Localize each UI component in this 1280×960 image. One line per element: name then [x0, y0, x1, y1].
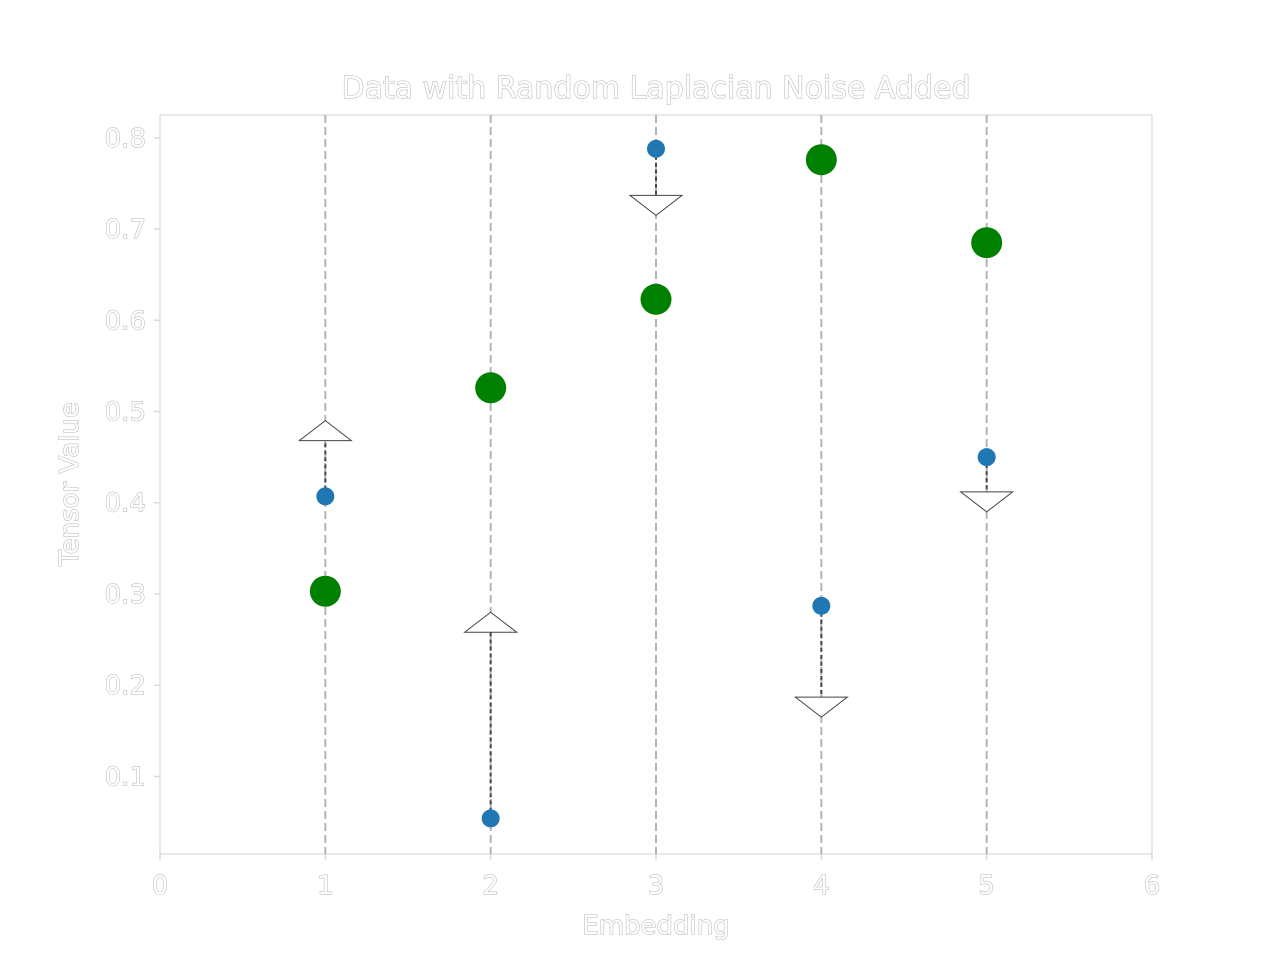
- y-tick-label: 0.8: [105, 124, 146, 154]
- green-point: [805, 144, 837, 176]
- x-tick-label: 2: [482, 871, 499, 901]
- noise-arrow-head: [793, 696, 849, 718]
- y-axis-label: Tensor Value: [55, 402, 85, 567]
- x-tick-label: 3: [648, 871, 665, 901]
- noise-arrow-head: [959, 491, 1015, 513]
- y-axis-ticks: 0.1 0.2 0.3 0.4 0.5 0.6 0.7 0.8: [104, 123, 160, 793]
- blue-point: [977, 448, 996, 467]
- y-tick-label: 0.6: [105, 306, 146, 336]
- blue-point: [316, 487, 335, 506]
- x-tick-label: 1: [317, 871, 334, 901]
- x-axis-label: Embedding: [582, 911, 729, 941]
- blue-point: [812, 596, 831, 615]
- chart-title: Data with Random Laplacian Noise Added: [341, 71, 970, 106]
- data-points: [309, 139, 1003, 828]
- y-tick-label: 0.7: [105, 215, 146, 245]
- y-tick-label: 0.4: [105, 489, 146, 519]
- noise-arrow-head: [297, 420, 353, 442]
- blue-point: [647, 139, 665, 158]
- green-point: [475, 372, 507, 404]
- guide-lines: [324, 115, 988, 854]
- green-point: [971, 227, 1003, 259]
- green-point: [640, 283, 672, 315]
- x-tick-label: 0: [152, 871, 169, 901]
- y-tick-label: 0.5: [105, 398, 146, 428]
- blue-point: [481, 809, 500, 828]
- y-tick-label: 0.2: [105, 671, 146, 701]
- x-tick-label: 6: [1144, 871, 1161, 901]
- noise-arrow-head: [463, 611, 519, 633]
- y-tick-label: 0.3: [105, 580, 146, 610]
- green-point: [309, 575, 341, 607]
- x-axis-ticks: 0 1 2 3 4 5 6: [151, 854, 1161, 902]
- x-tick-label: 4: [813, 871, 830, 901]
- noise-arrow-head: [628, 194, 684, 216]
- x-tick-label: 5: [978, 871, 995, 901]
- noise-arrows: [297, 148, 1015, 819]
- y-tick-label: 0.1: [105, 762, 146, 792]
